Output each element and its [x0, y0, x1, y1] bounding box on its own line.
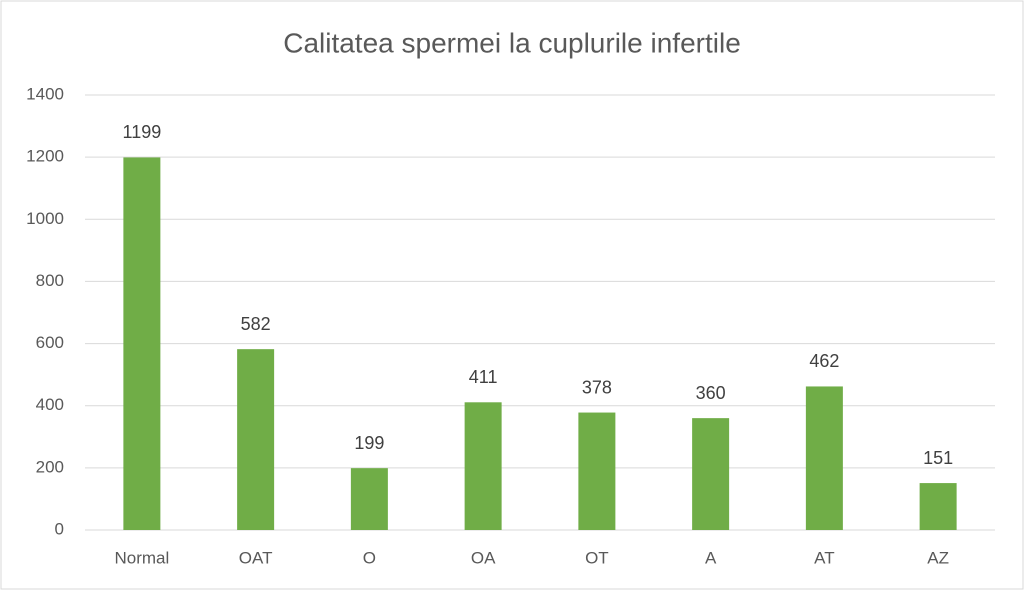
- bar: [578, 412, 616, 530]
- y-tick-label: 1400: [26, 84, 64, 103]
- x-tick-label: AT: [814, 548, 834, 567]
- x-tick-label: O: [363, 548, 376, 567]
- data-label: 151: [923, 448, 953, 468]
- x-tick-label: Normal: [114, 548, 169, 567]
- y-tick-label: 600: [36, 333, 64, 352]
- bar: [692, 418, 730, 530]
- x-tick-label: A: [705, 548, 717, 567]
- data-label: 582: [241, 314, 271, 334]
- chart-title: Calitatea spermei la cuplurile infertile: [283, 27, 741, 58]
- x-tick-label: OAT: [239, 548, 273, 567]
- data-label: 1199: [123, 122, 162, 142]
- bar: [350, 468, 388, 530]
- data-label: 411: [469, 367, 498, 387]
- data-label: 199: [354, 433, 384, 453]
- bar: [237, 349, 275, 530]
- bar: [919, 483, 957, 530]
- x-tick-label: OA: [471, 548, 496, 567]
- bar: [123, 157, 161, 531]
- y-tick-label: 200: [36, 457, 64, 476]
- y-tick-label: 1200: [26, 147, 64, 166]
- x-tick-label: OT: [585, 548, 609, 567]
- bar: [805, 386, 843, 530]
- y-tick-label: 0: [55, 519, 64, 538]
- data-label: 462: [809, 351, 839, 371]
- x-tick-label: AZ: [927, 548, 949, 567]
- y-tick-label: 1000: [26, 209, 64, 228]
- data-label: 360: [696, 383, 726, 403]
- y-tick-label: 400: [36, 395, 64, 414]
- data-label: 378: [582, 377, 612, 397]
- y-tick-label: 800: [36, 271, 64, 290]
- bar: [464, 402, 502, 530]
